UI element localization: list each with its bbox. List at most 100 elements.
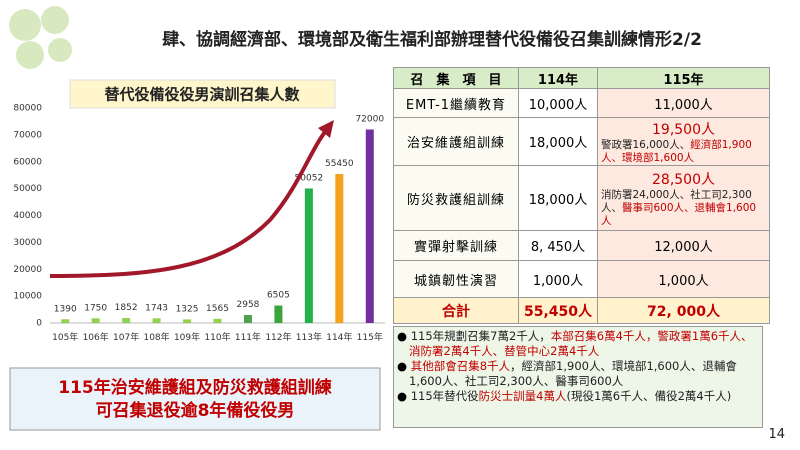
- bar: [152, 318, 161, 323]
- detail: 警政署16,000人、經濟部1,900人、環境部1,600人: [601, 139, 766, 165]
- value-label: 6505: [267, 291, 290, 301]
- y-tick-label: 40000: [13, 211, 42, 221]
- x-tick-label: 107年: [113, 331, 139, 343]
- text-segment: 其他部會召集8千人: [410, 359, 511, 373]
- x-tick-label: 105年: [52, 331, 78, 343]
- value-cell: 12,000人: [597, 230, 770, 261]
- bar: [183, 319, 192, 323]
- value-cell: 8, 450人: [518, 230, 598, 261]
- value-label: 50052: [295, 173, 324, 183]
- text-segment: ，經濟部1,900人、環境部1,600人、退輔會1,600人、社工司2,300人…: [409, 359, 737, 388]
- text-segment: 醫事司600人、退輔會1,600人: [601, 201, 757, 227]
- note: ● 115年替代役防災士訓量4萬人(現役1萬6千人、備役2萬4千人): [397, 389, 759, 404]
- table-row: 防災救護組訓練 18,000人 28,500人 消防署24,000人、社工司2,300…: [393, 165, 770, 231]
- callout-box: [9, 367, 381, 431]
- main-value: 11,000人: [654, 97, 713, 113]
- text-segment: 115年規劃召集7萬2千人，: [410, 329, 551, 343]
- bullet: ●: [397, 329, 411, 343]
- note: ● 其他部會召集8千人，經濟部1,900人、環境部1,600人、退輔會1,600…: [397, 359, 759, 389]
- header-cell: 114年: [518, 67, 598, 89]
- callout-line: 115年治安維護組及防災救護組訓練: [58, 377, 332, 398]
- item-cell: 治安維護組訓練: [393, 117, 519, 166]
- text-segment: 消防署24,000人、社工司2,300人、: [601, 188, 752, 214]
- value-label: 1565: [206, 304, 229, 314]
- value-label: 1750: [84, 303, 107, 313]
- x-tick-label: 111年: [235, 331, 261, 343]
- table-row: 合計 55,450人 72, 000人: [393, 297, 770, 324]
- bullet: ●: [397, 359, 411, 373]
- bar: [365, 129, 374, 323]
- text-segment: 警政署16,000人、: [601, 138, 691, 151]
- logo: [9, 6, 72, 69]
- y-tick-label: 20000: [13, 265, 42, 275]
- y-tick-label: 60000: [13, 157, 42, 167]
- x-tick-label: 108年: [143, 331, 169, 343]
- x-tick-label: 106年: [83, 331, 109, 343]
- bar: [274, 305, 283, 323]
- x-tick-label: 115年: [357, 331, 383, 343]
- item-cell: 實彈射擊訓練: [393, 230, 519, 261]
- value-label: 1852: [115, 303, 138, 313]
- chart-title-box: [69, 79, 336, 109]
- text-segment: 本部召集6萬4千人，警政署1萬6千人、消防署2萬4千人、替管中心2萬4千人: [409, 329, 753, 358]
- value-label: 2958: [237, 300, 260, 310]
- slide-title: 肆、協調經濟部、環境部及衛生福利部辦理替代役備役召集訓練情形2/2: [162, 29, 702, 50]
- text-segment: 防災士訓量4萬人: [478, 389, 567, 403]
- bar: [243, 315, 252, 323]
- bar: [91, 318, 100, 323]
- value-cell: 10,000人: [518, 88, 598, 118]
- item-cell: 合計: [393, 297, 519, 324]
- main-value: 19,500人: [652, 121, 715, 138]
- table-row: 治安維護組訓練 18,000人 19,500人 警政署16,000人、經濟部1,900…: [393, 117, 770, 166]
- value-cell: 28,500人 消防署24,000人、社工司2,300人、醫事司600人、退輔會1…: [597, 165, 770, 231]
- value-cell: 55,450人: [518, 297, 598, 324]
- x-tick-label: 109年: [174, 331, 200, 343]
- item-cell: EMT-1繼續教育: [393, 88, 519, 118]
- bar: [304, 188, 313, 323]
- table-row: EMT-1繼續教育 10,000人 11,000人: [393, 88, 770, 118]
- value-cell: 18,000人: [518, 117, 598, 166]
- arrow-head: [318, 120, 334, 138]
- main-value: 1,000人: [658, 273, 709, 289]
- text-segment: 115年替代役: [410, 389, 479, 403]
- table: 召 集 項 目 114年 115年 EMT-1繼續教育 10,000人 11,000人治安…: [393, 67, 770, 324]
- value-cell: 11,000人: [597, 88, 770, 118]
- value-label: 1325: [176, 304, 199, 314]
- bar: [335, 173, 344, 323]
- text-segment: (現役1萬6千人、備役2萬4千人): [566, 389, 732, 403]
- x-tick-label: 112年: [265, 331, 291, 343]
- bar: [213, 318, 222, 323]
- table-row: 實彈射擊訓練 8, 450人 12,000人: [393, 230, 770, 261]
- item-cell: 防災救護組訓練: [393, 165, 519, 231]
- value-label: 1390: [54, 304, 77, 314]
- y-tick-label: 70000: [13, 130, 42, 140]
- header-row: 召 集 項 目 114年 115年: [393, 67, 770, 89]
- x-tick-label: 110年: [204, 331, 230, 343]
- y-tick-label: 0: [36, 319, 42, 329]
- text-segment: 1,900人、環境部1,600人: [601, 138, 752, 164]
- callout-line: 可召集退役逾8年備役役男: [96, 400, 295, 421]
- x-tick-label: 113年: [296, 331, 322, 343]
- value-label: 72000: [355, 115, 384, 125]
- table-row: 城鎮韌性演習 1,000人 1,000人: [393, 260, 770, 298]
- value-cell: 19,500人 警政署16,000人、經濟部1,900人、環境部1,600人: [597, 117, 770, 166]
- page-number: 14: [768, 427, 785, 442]
- bar: [122, 318, 131, 323]
- header-cell: 召 集 項 目: [393, 67, 519, 89]
- y-tick-label: 50000: [13, 184, 42, 194]
- value-cell: 18,000人: [518, 165, 598, 231]
- bar: [61, 319, 70, 323]
- value-cell: 1,000人: [518, 260, 598, 298]
- item-cell: 城鎮韌性演習: [393, 260, 519, 298]
- notes: ● 115年規劃召集7萬2千人，本部召集6萬4千人，警政署1萬6千人、消防署2萬…: [393, 326, 763, 428]
- main-value: 28,500人: [652, 171, 715, 188]
- x-tick-label: 114年: [326, 331, 352, 343]
- value-label: 55450: [325, 159, 354, 169]
- main-value: 12,000人: [654, 240, 713, 255]
- value-cell: 72, 000人: [597, 297, 770, 324]
- value-cell: 1,000人: [597, 260, 770, 298]
- y-tick-label: 10000: [13, 292, 42, 302]
- trend-arrow: [49, 126, 330, 278]
